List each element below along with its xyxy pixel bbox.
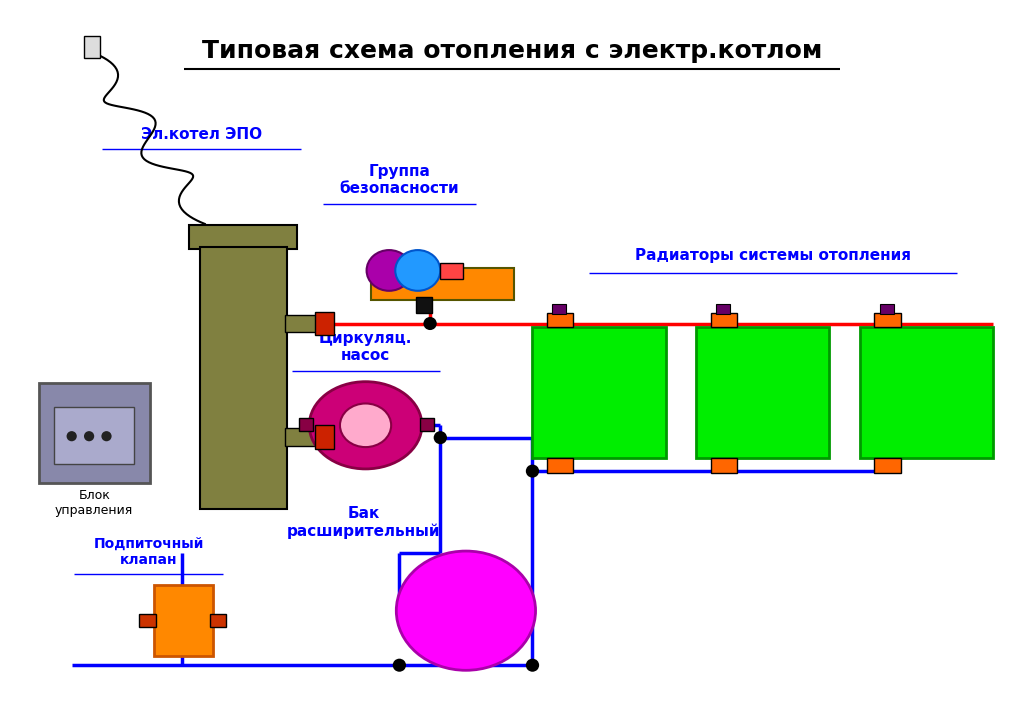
Bar (880, 304, 894, 314)
Bar (189, 225, 297, 249)
Bar (711, 313, 737, 327)
Ellipse shape (395, 250, 440, 291)
Bar (711, 458, 737, 473)
Bar (716, 304, 730, 314)
Text: Подпиточный
клапан: Подпиточный клапан (93, 537, 204, 567)
Bar (696, 327, 829, 458)
Ellipse shape (526, 465, 539, 478)
Text: Эл.котел ЭПО: Эл.котел ЭПО (141, 126, 262, 142)
Ellipse shape (396, 551, 536, 670)
Bar (285, 315, 321, 332)
Bar (420, 418, 434, 431)
Bar (547, 313, 573, 327)
Text: Блок
управления: Блок управления (55, 489, 133, 518)
Ellipse shape (392, 659, 406, 672)
Bar (299, 418, 313, 431)
Bar (315, 312, 334, 335)
Bar (874, 458, 901, 473)
Text: Группа
безопасности: Группа безопасности (340, 164, 459, 196)
Ellipse shape (340, 403, 391, 447)
Text: Циркуляц.
насос: Циркуляц. насос (318, 331, 413, 364)
Text: Типовая схема отопления с электр.котлом: Типовая схема отопления с электр.котлом (202, 39, 822, 63)
Ellipse shape (101, 431, 112, 441)
Bar (39, 383, 150, 483)
Bar (547, 458, 573, 473)
Bar (154, 585, 213, 656)
Ellipse shape (84, 431, 94, 441)
Bar (552, 304, 566, 314)
Bar (416, 297, 432, 313)
Text: Бак
расширительный: Бак расширительный (287, 507, 440, 539)
Bar (874, 313, 901, 327)
Text: Радиаторы системы отопления: Радиаторы системы отопления (635, 248, 911, 263)
Bar (860, 327, 993, 458)
Bar (210, 614, 226, 627)
Bar (532, 327, 666, 458)
Ellipse shape (424, 317, 436, 330)
Bar (285, 428, 321, 446)
Ellipse shape (309, 382, 422, 469)
Bar (200, 247, 287, 509)
Bar (139, 614, 156, 627)
Bar (440, 263, 463, 279)
Ellipse shape (67, 431, 77, 441)
Ellipse shape (367, 250, 412, 291)
Bar (371, 268, 514, 300)
Bar (315, 425, 334, 449)
Bar (84, 36, 100, 58)
Bar (54, 407, 134, 464)
Ellipse shape (434, 431, 447, 444)
Ellipse shape (526, 659, 539, 672)
